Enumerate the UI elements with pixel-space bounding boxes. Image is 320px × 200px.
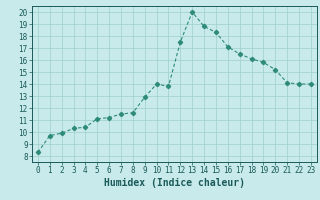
X-axis label: Humidex (Indice chaleur): Humidex (Indice chaleur)	[104, 178, 245, 188]
